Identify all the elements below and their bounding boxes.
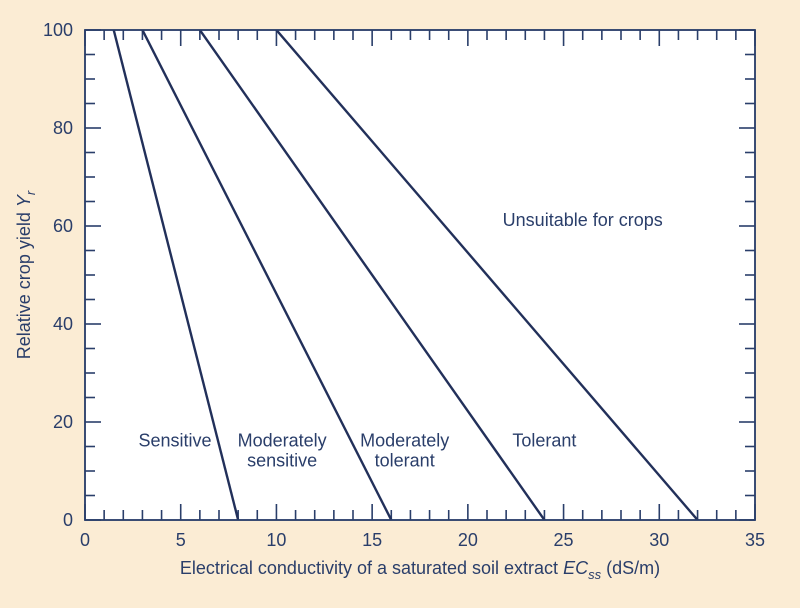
tolerant-label: Tolerant [512, 431, 576, 451]
x-tick-label: 15 [362, 530, 382, 550]
unsuitable-label: Unsuitable for crops [503, 210, 663, 230]
x-tick-label: 35 [745, 530, 765, 550]
mod-sens-label: Moderatelysensitive [238, 431, 327, 471]
chart-container: 0 5 10 15 20 25 30 35 0 20 40 60 80 100 Sensitive Moder… [0, 0, 800, 608]
x-tick-label: 25 [554, 530, 574, 550]
sensitive-label: Sensitive [138, 431, 211, 451]
x-axis-label: Electrical conductivity of a saturated s… [180, 558, 660, 582]
x-tick-label: 20 [458, 530, 478, 550]
y-tick-label: 40 [53, 314, 73, 334]
y-tick-label: 20 [53, 412, 73, 432]
y-tick-label: 100 [43, 20, 73, 40]
y-tick-label: 0 [63, 510, 73, 530]
chart-svg: 0 5 10 15 20 25 30 35 0 20 40 60 80 100 Sensitive Moder… [0, 0, 800, 608]
x-tick-label: 0 [80, 530, 90, 550]
y-tick-label: 80 [53, 118, 73, 138]
y-axis-label: Relative crop yield Yr [14, 190, 38, 359]
y-tick-label: 60 [53, 216, 73, 236]
x-tick-label: 5 [176, 530, 186, 550]
x-tick-label: 30 [649, 530, 669, 550]
x-tick-label: 10 [266, 530, 286, 550]
